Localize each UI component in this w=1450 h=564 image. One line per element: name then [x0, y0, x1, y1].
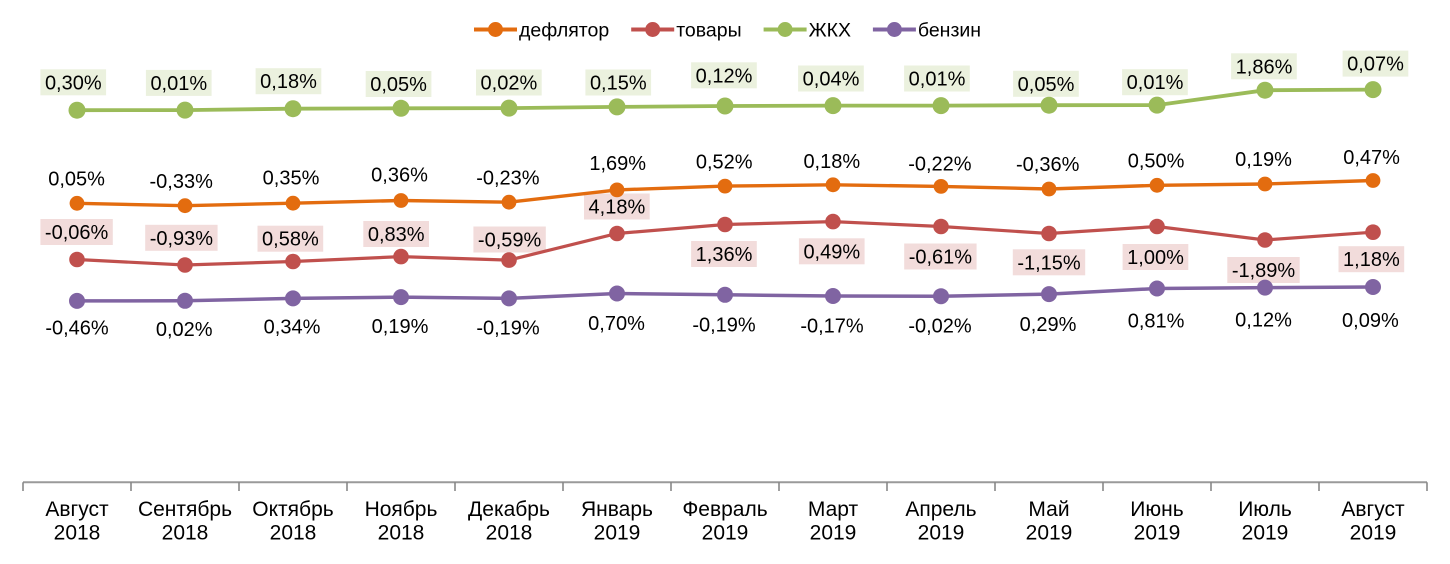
svg-text:0,05%: 0,05% [48, 168, 105, 190]
svg-text:-0,36%: -0,36% [1016, 154, 1080, 176]
svg-text:Август: Август [1341, 498, 1405, 521]
svg-text:1,86%: 1,86% [1236, 56, 1293, 78]
svg-text:0,09%: 0,09% [1342, 310, 1399, 332]
svg-text:0,02%: 0,02% [156, 319, 213, 341]
svg-text:-0,17%: -0,17% [800, 316, 864, 338]
svg-text:0,12%: 0,12% [1235, 309, 1292, 331]
svg-text:Ноябрь: Ноябрь [365, 498, 438, 521]
svg-text:Август: Август [45, 498, 109, 521]
svg-text:0,15%: 0,15% [590, 73, 647, 95]
svg-text:0,04%: 0,04% [803, 69, 860, 91]
svg-text:Январь: Январь [581, 498, 653, 521]
svg-text:-0,02%: -0,02% [908, 315, 972, 337]
svg-text:0,02%: 0,02% [481, 73, 538, 95]
svg-text:0,12%: 0,12% [696, 65, 753, 87]
svg-text:0,18%: 0,18% [260, 71, 317, 93]
svg-text:Декабрь: Декабрь [468, 498, 550, 521]
svg-text:2018: 2018 [486, 522, 533, 545]
svg-text:1,69%: 1,69% [589, 153, 646, 175]
svg-text:2019: 2019 [1350, 522, 1397, 545]
svg-text:2018: 2018 [54, 522, 101, 545]
svg-text:0,70%: 0,70% [588, 313, 645, 335]
svg-text:-1,15%: -1,15% [1017, 252, 1081, 274]
svg-text:0,07%: 0,07% [1347, 54, 1404, 76]
svg-text:2018: 2018 [270, 522, 317, 545]
svg-text:4,18%: 4,18% [589, 197, 646, 219]
svg-text:Июль: Июль [1238, 498, 1292, 521]
svg-text:-0,46%: -0,46% [45, 318, 109, 340]
svg-text:Май: Май [1028, 498, 1069, 521]
svg-text:Апрель: Апрель [905, 498, 976, 521]
svg-text:0,29%: 0,29% [1020, 314, 1077, 336]
svg-text:1,18%: 1,18% [1343, 249, 1400, 271]
svg-text:Март: Март [808, 498, 859, 521]
svg-text:0,18%: 0,18% [803, 151, 860, 173]
svg-text:-0,61%: -0,61% [909, 247, 973, 269]
svg-text:0,83%: 0,83% [368, 224, 425, 246]
svg-text:-0,06%: -0,06% [45, 222, 109, 244]
svg-text:0,52%: 0,52% [696, 152, 753, 174]
svg-text:2019: 2019 [594, 522, 641, 545]
svg-text:-0,59%: -0,59% [478, 230, 542, 252]
svg-text:2019: 2019 [1242, 522, 1289, 545]
svg-text:0,47%: 0,47% [1343, 147, 1400, 169]
svg-text:0,34%: 0,34% [264, 317, 321, 339]
svg-text:Сентябрь: Сентябрь [138, 498, 232, 521]
svg-text:0,81%: 0,81% [1128, 311, 1185, 333]
svg-text:2019: 2019 [918, 522, 965, 545]
svg-text:0,19%: 0,19% [1235, 149, 1292, 171]
svg-text:0,05%: 0,05% [370, 74, 427, 96]
svg-text:2018: 2018 [378, 522, 425, 545]
svg-text:1,36%: 1,36% [696, 244, 753, 266]
svg-text:0,01%: 0,01% [1127, 72, 1184, 94]
svg-text:0,49%: 0,49% [803, 241, 860, 263]
svg-text:Июнь: Июнь [1130, 498, 1183, 521]
svg-text:0,36%: 0,36% [371, 165, 428, 187]
svg-text:2019: 2019 [702, 522, 749, 545]
svg-text:0,30%: 0,30% [45, 72, 102, 94]
svg-text:0,58%: 0,58% [262, 229, 319, 251]
svg-text:-0,93%: -0,93% [150, 228, 214, 250]
svg-text:0,35%: 0,35% [263, 167, 320, 189]
svg-text:0,50%: 0,50% [1128, 150, 1185, 172]
svg-text:2018: 2018 [162, 522, 209, 545]
svg-text:-1,89%: -1,89% [1232, 260, 1296, 282]
svg-text:-0,19%: -0,19% [692, 315, 756, 337]
svg-text:2019: 2019 [1134, 522, 1181, 545]
svg-text:-0,23%: -0,23% [476, 167, 540, 189]
svg-text:бензин: бензин [918, 19, 981, 41]
svg-text:Февраль: Февраль [682, 498, 767, 521]
svg-text:0,19%: 0,19% [372, 316, 429, 338]
svg-text:дефлятор: дефлятор [519, 19, 609, 41]
svg-text:1,00%: 1,00% [1127, 247, 1184, 269]
svg-text:0,05%: 0,05% [1018, 74, 1075, 96]
svg-text:ЖКХ: ЖКХ [809, 19, 851, 41]
svg-text:Октябрь: Октябрь [252, 498, 333, 521]
svg-text:2019: 2019 [810, 522, 857, 545]
svg-text:0,01%: 0,01% [150, 73, 207, 95]
svg-text:-0,19%: -0,19% [476, 318, 540, 340]
svg-text:-0,33%: -0,33% [150, 171, 214, 193]
svg-text:товары: товары [676, 19, 741, 41]
svg-text:0,01%: 0,01% [909, 69, 966, 91]
svg-text:2019: 2019 [1026, 522, 1073, 545]
svg-text:-0,22%: -0,22% [908, 153, 972, 175]
